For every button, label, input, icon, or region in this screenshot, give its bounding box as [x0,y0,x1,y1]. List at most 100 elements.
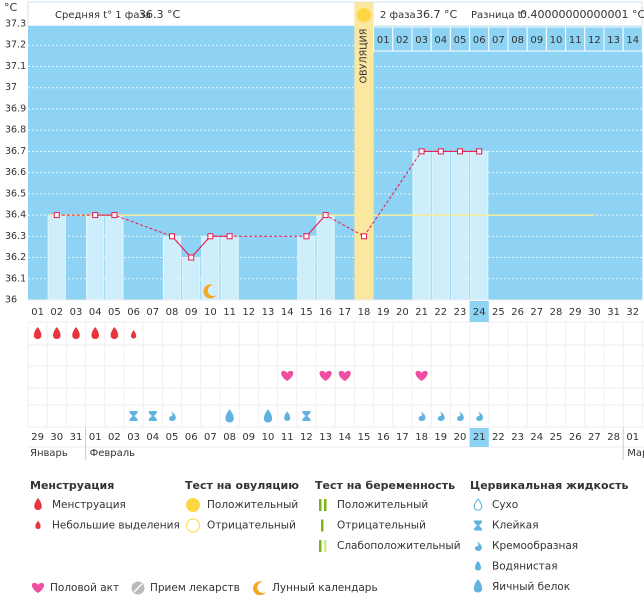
y-tick-label: 36.9 [5,103,26,114]
date-label: 05 [166,432,179,443]
x-tick-label: 29 [569,307,582,318]
date-label: 17 [396,432,409,443]
x-tick-label: 15 [300,307,313,318]
x-tick-label: 21 [415,307,428,318]
x-tick-label: 24 [473,307,486,318]
point-marker [226,233,233,240]
legend-title: Тест на овуляцию [185,479,299,492]
point-marker [476,148,483,155]
bar [86,214,105,301]
date-label: 07 [204,432,217,443]
legend-icon [35,520,41,529]
date-label: 04 [146,432,159,443]
legend-item: Сухо [492,499,518,511]
date-label: 08 [223,432,236,443]
date-label: 12 [300,432,313,443]
spotting-icon [130,330,137,339]
sticky-icon [474,520,482,531]
date-label: 14 [338,432,351,443]
legend-item: Слабоположительный [337,540,461,552]
phase1-label: Средняя t° 1 фаза [55,10,151,21]
point-marker [303,233,310,240]
legend-item: Положительный [207,499,298,511]
watery-icon [284,411,291,421]
creamy-icon [476,411,484,421]
point-marker [188,254,195,261]
x-tick-label: 23 [454,307,467,318]
x-tick-label: 27 [530,307,543,318]
date-label: 26 [569,432,582,443]
date-label: 02 [108,432,121,443]
x-tick-label: 32 [626,307,639,318]
phase2-cell [622,26,643,52]
legend-icon [321,519,324,532]
phase2-day: 05 [454,35,467,46]
y-tick-label: 37.2 [5,40,26,51]
x-tick-label: 04 [89,307,102,318]
creamy-icon [437,411,445,421]
phase2-day: 02 [396,35,409,46]
x-tick-label: 17 [338,307,351,318]
x-tick-label: 10 [204,307,217,318]
sticky-icon [129,411,138,421]
date-label: 15 [358,432,371,443]
plot-background [28,26,643,300]
point-marker [361,233,367,240]
point-marker [53,212,60,219]
point-marker [111,212,118,219]
temperature-line [95,150,480,259]
sticky-icon [148,411,157,421]
bar [431,150,450,301]
phase2-day: 03 [415,35,428,46]
phase2-day: 08 [511,35,524,46]
bar [105,214,124,301]
date-label: 27 [588,432,601,443]
x-tick-label: 14 [281,307,294,318]
bar [450,150,470,301]
menstruation-icon [53,327,61,339]
phase2-day: 01 [377,35,390,46]
x-tick-label: 09 [185,307,198,318]
heart-icon [415,370,428,381]
legend-item: Яичный белок [492,581,570,593]
menstruation-icon [110,327,119,339]
phase2-day: 14 [626,35,639,46]
month-label: Март [627,448,644,459]
x-tick-label: 16 [319,307,332,318]
y-tick-label: 36.1 [5,273,26,284]
y-tick-label: 36.8 [5,125,26,136]
date-label: 24 [530,432,543,443]
header-bar [27,1,643,27]
legend-icon [186,518,200,533]
selected-date-bg [469,428,489,447]
bar [412,150,431,301]
x-tick-label: 05 [108,307,121,318]
date-label: 01 [626,432,639,443]
ovulation-label: ОВУЛЯЦИЯ [359,29,370,84]
heart-icon [281,370,294,381]
legend-item: Прием лекарств [150,582,240,594]
selected-day-bg [469,301,489,322]
y-tick-label: 36.7 [5,146,26,157]
date-label: 18 [415,432,428,443]
legend-item: Отрицательный [337,520,426,532]
x-tick-label: 19 [377,307,390,318]
date-label: 09 [242,432,255,443]
date-label: 10 [262,432,275,443]
phase2-day: 06 [473,35,486,46]
ovulation-circle [357,8,371,22]
moon-icon [203,284,217,299]
legend-title: Менструация [30,479,114,492]
point-marker [437,148,444,155]
legend-title: Тест на беременность [315,479,455,492]
x-tick-label: 08 [166,307,179,318]
x-tick-label: 18 [358,307,371,318]
date-label: 16 [377,432,390,443]
point-marker [207,233,214,240]
moon-icon [253,581,266,595]
menstruation-icon [91,327,99,339]
phase2-day: 13 [607,35,620,46]
creamy-icon [457,411,464,421]
x-tick-label: 20 [396,307,409,318]
month-label: Январь [30,448,68,459]
